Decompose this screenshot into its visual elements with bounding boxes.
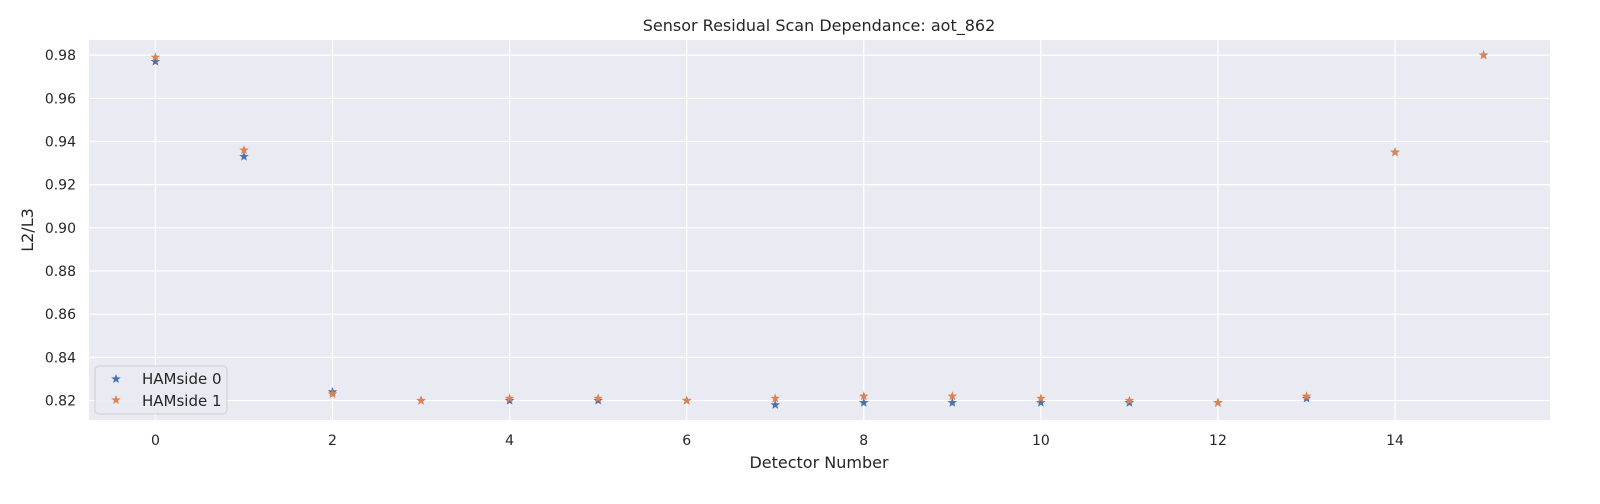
- data-point: [1301, 391, 1312, 401]
- legend-marker-hamside-0: [111, 374, 121, 384]
- data-point: [150, 56, 161, 66]
- y-tick-label: 0.96: [45, 91, 76, 107]
- data-points: [150, 50, 1489, 409]
- data-point: [859, 397, 869, 407]
- data-point: [327, 389, 338, 399]
- x-tick-label: 14: [1386, 433, 1404, 449]
- x-tick-label: 8: [859, 433, 868, 449]
- data-point: [770, 399, 780, 409]
- y-tick-label: 0.82: [45, 394, 76, 410]
- y-tick-labels: 0.82 0.84 0.86 0.88 0.90 0.92 0.94 0.96 0.98: [45, 48, 76, 409]
- x-tick-label: 10: [1032, 433, 1050, 449]
- x-tick-label: 12: [1209, 433, 1227, 449]
- y-tick-label: 0.94: [45, 134, 76, 150]
- data-point: [1213, 397, 1223, 407]
- x-tick-label: 0: [151, 433, 160, 449]
- data-point: [504, 393, 515, 403]
- y-tick-label: 0.98: [45, 48, 76, 64]
- data-point: [947, 391, 958, 401]
- x-tick-label: 6: [682, 433, 691, 449]
- data-point: [1036, 393, 1046, 403]
- legend-marker-hamside-1: [111, 395, 121, 405]
- data-point: [1390, 147, 1400, 157]
- legend-star-icon: [111, 374, 121, 384]
- x-tick-labels: 0 2 4 6 8 10 12 14: [151, 433, 1404, 449]
- y-tick-label: 0.88: [45, 264, 76, 280]
- plot-background: [89, 40, 1550, 420]
- data-point: [593, 393, 603, 403]
- y-tick-label: 0.86: [45, 307, 76, 323]
- x-axis-label: Detector Number: [749, 453, 889, 472]
- legend-label-hamside-1: HAMside 1: [142, 392, 222, 410]
- legend-box: [94, 365, 228, 415]
- data-point: [239, 151, 249, 161]
- data-point: [1036, 397, 1046, 407]
- data-point: [947, 397, 958, 407]
- y-axis-label: L2/L3: [18, 208, 37, 252]
- data-point: [239, 145, 249, 155]
- data-point: [150, 52, 161, 62]
- grid-lines: [89, 40, 1550, 420]
- x-tick-label: 2: [328, 433, 337, 449]
- legend: HAMside 0 HAMside 1: [94, 365, 228, 415]
- y-tick-label: 0.92: [45, 178, 76, 194]
- data-point: [1478, 50, 1489, 60]
- data-point: [859, 391, 869, 401]
- y-tick-label: 0.90: [45, 221, 76, 237]
- chart-title: Sensor Residual Scan Dependance: aot_862: [643, 16, 996, 36]
- legend-star-icon: [111, 395, 121, 405]
- legend-label-hamside-0: HAMside 0: [142, 370, 222, 388]
- data-point: [770, 393, 780, 403]
- data-point: [1124, 395, 1135, 405]
- x-tick-label: 4: [505, 433, 514, 449]
- data-point: [681, 395, 692, 405]
- y-tick-label: 0.84: [45, 350, 76, 366]
- series-hamside-1: [150, 50, 1489, 407]
- data-point: [416, 395, 426, 405]
